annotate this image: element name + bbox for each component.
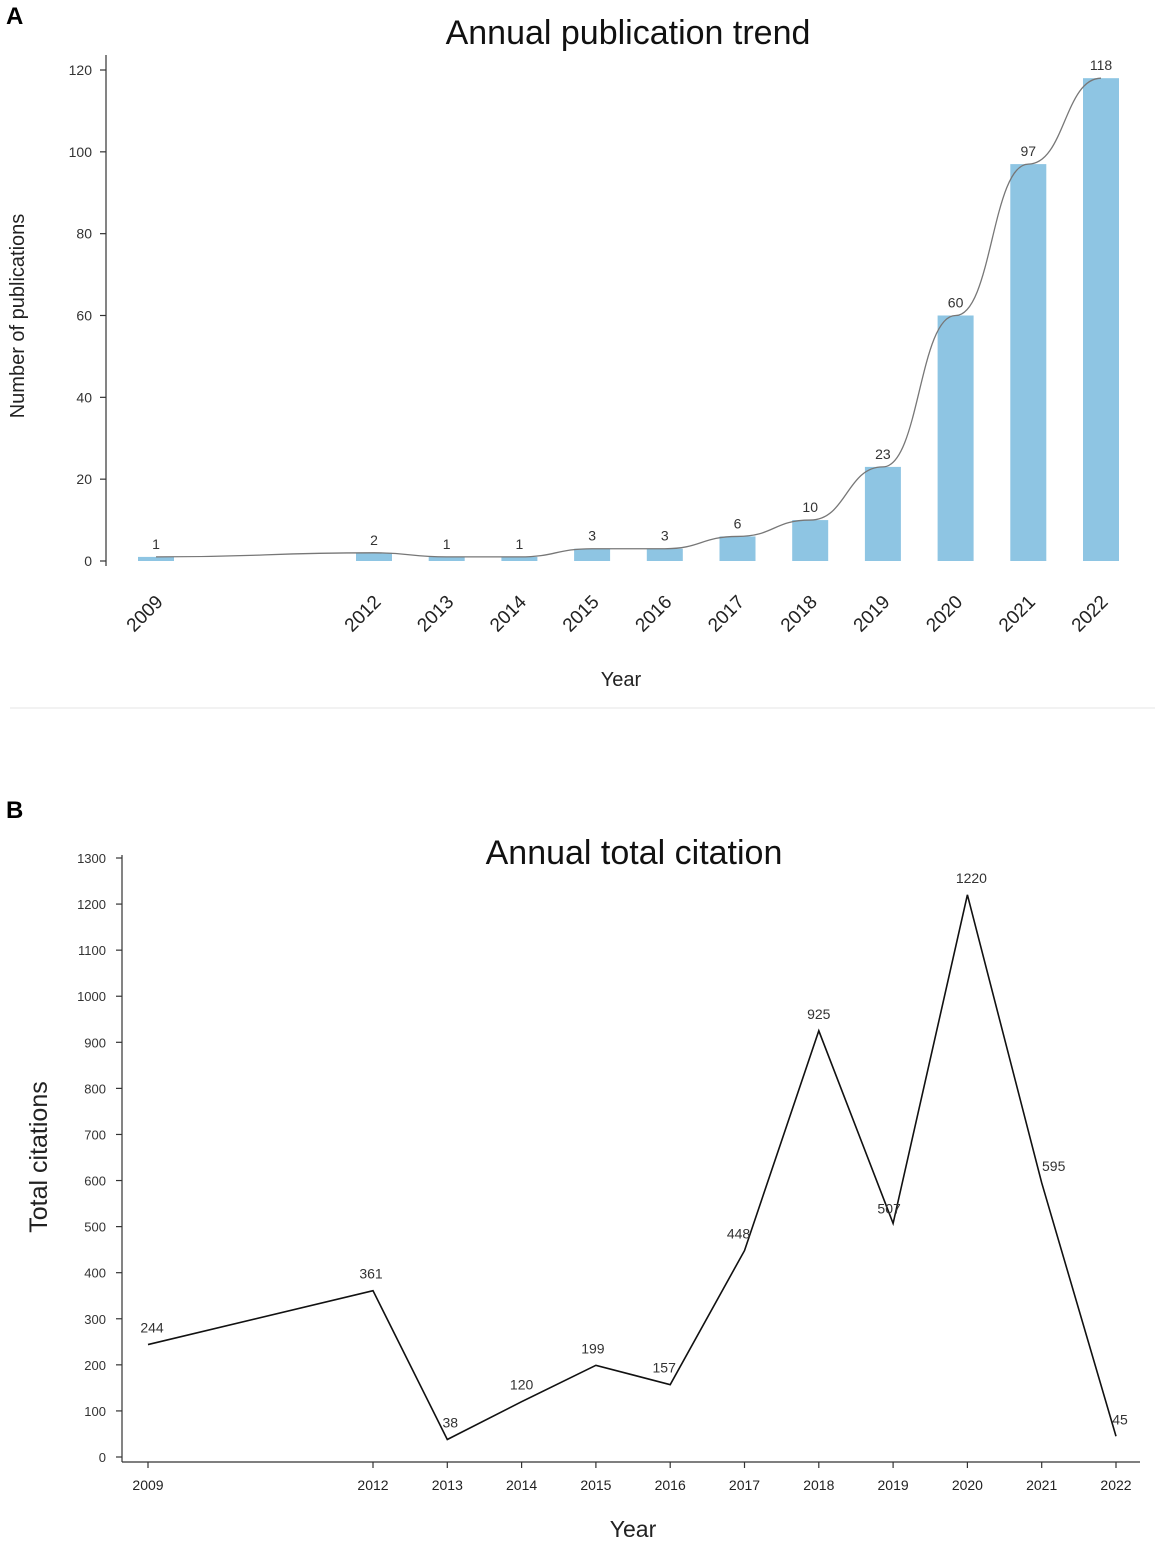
chart-b-plot: 0 100 200 300 400 500 600 700 800 900 1000 1100 1200… — [77, 851, 1132, 1493]
chart-a-bar — [646, 548, 683, 561]
chart-b-ytick-label: 800 — [84, 1081, 106, 1096]
chart-a-bar — [501, 556, 538, 561]
chart-b-ytick-label: 0 — [99, 1450, 106, 1465]
chart-a-data-label: 1 — [516, 536, 524, 552]
chart-a-data-label: 1 — [443, 536, 451, 552]
chart-b-xtick-label: 2020 — [952, 1477, 983, 1493]
chart-a-data-label: 6 — [734, 515, 742, 531]
chart-a-xtick-label: 2013 — [413, 592, 458, 637]
chart-b-series-line — [147, 894, 1117, 1441]
chart-b-xlabel: Year — [610, 1516, 657, 1542]
chart-a-xtick-label: 2018 — [777, 592, 822, 637]
chart-b-xtick-label: 2016 — [655, 1477, 686, 1493]
chart-b-ytick-label: 900 — [84, 1035, 106, 1050]
chart-a-bar — [356, 552, 392, 561]
chart-a-data-label: 3 — [661, 528, 669, 544]
chart-a-xtick-label: 2015 — [559, 592, 604, 637]
chart-b-xtick-label: 2018 — [803, 1477, 834, 1493]
chart-b-xtick-label: 2022 — [1100, 1477, 1131, 1493]
chart-a-xtick-label: 2014 — [486, 591, 531, 636]
chart-a-bar — [1083, 78, 1119, 561]
chart-b-data-label: 507 — [877, 1200, 901, 1216]
chart-a-xtick-label: 2017 — [704, 592, 749, 637]
chart-a-ylabel: Number of publications — [7, 214, 29, 419]
chart-b-data-label: 361 — [359, 1266, 383, 1282]
chart-b-ytick-label: 500 — [84, 1220, 106, 1235]
chart-a-xtick-label: 2019 — [850, 592, 895, 637]
chart-a-data-label: 23 — [875, 446, 891, 462]
chart-a-data-label: 97 — [1021, 143, 1037, 159]
chart-b-ytick-label: 200 — [84, 1358, 106, 1373]
chart-b-ytick-label: 100 — [84, 1404, 106, 1419]
chart-a-xlabel: Year — [601, 669, 642, 691]
chart-a-data-label: 118 — [1090, 57, 1113, 73]
chart-a-bar — [937, 315, 974, 561]
chart-a-bar — [574, 548, 611, 561]
chart-b-data-label: 120 — [510, 1377, 534, 1393]
chart-b-title: Annual total citation — [486, 834, 783, 872]
chart-b-ytick-label: 1200 — [77, 897, 106, 912]
chart-b-data-label: 244 — [140, 1320, 164, 1336]
panel-a-letter: A — [6, 3, 23, 30]
chart-a-ytick-label: 60 — [76, 308, 92, 324]
chart-a-ytick-label: 100 — [69, 144, 93, 160]
chart-b-data-label: 157 — [653, 1360, 677, 1376]
chart-a-bar — [138, 556, 174, 561]
chart-a-ytick-label: 20 — [76, 471, 92, 487]
chart-b-ylabel: Total citations — [25, 1081, 53, 1232]
chart-a-ytick-label: 120 — [69, 62, 93, 78]
chart-a-ytick-label: 80 — [76, 226, 92, 242]
chart-b-xtick-label: 2009 — [132, 1477, 163, 1493]
chart-a-data-label: 1 — [152, 536, 160, 552]
chart-a-bar — [864, 466, 901, 561]
chart-a-data-label: 3 — [588, 528, 596, 544]
chart-b-data-label: 199 — [581, 1340, 605, 1356]
chart-a-xtick-label: 2012 — [341, 592, 386, 637]
chart-a-data-label: 10 — [802, 499, 818, 515]
chart-a-bar — [1010, 164, 1047, 561]
chart-b-ytick-label: 300 — [84, 1312, 106, 1327]
chart-b-xtick-label: 2012 — [357, 1477, 388, 1493]
chart-a-trend-line — [155, 77, 1102, 558]
chart-a-bar — [792, 520, 829, 561]
chart-a-xtick-label: 2009 — [123, 592, 168, 637]
chart-b-ytick-label: 1000 — [77, 989, 106, 1004]
chart-a-plot: 0 20 40 60 80 100 120 1 2009 2 2012 1 2013 1 2014 3 2015… — [69, 57, 1119, 636]
chart-a-xtick-label: 2021 — [995, 592, 1040, 637]
chart-a-xtick-label: 2022 — [1068, 592, 1113, 637]
chart-b-ytick-label: 1100 — [78, 943, 106, 958]
chart-b-xtick-label: 2014 — [506, 1477, 537, 1493]
chart-b-data-label: 595 — [1042, 1158, 1066, 1174]
chart-b-data-label: 925 — [807, 1006, 831, 1022]
chart-b-data-label: 45 — [1112, 1411, 1128, 1427]
chart-b-data-label: 38 — [443, 1414, 459, 1430]
chart-a-title: Annual publication trend — [446, 14, 811, 52]
chart-b-ytick-label: 400 — [84, 1266, 106, 1281]
chart-a-xtick-label: 2016 — [632, 592, 677, 637]
chart-a-bar — [719, 536, 756, 561]
chart-a-ytick-label: 40 — [76, 389, 92, 405]
chart-a-data-label: 2 — [370, 532, 378, 548]
chart-b-xtick-label: 2017 — [729, 1477, 760, 1493]
panel-b-letter: B — [6, 797, 23, 824]
chart-b-xtick-label: 2019 — [878, 1477, 909, 1493]
chart-b-ytick-label: 600 — [84, 1174, 106, 1189]
chart-b-xtick-label: 2021 — [1026, 1477, 1057, 1493]
chart-a-xtick-label: 2020 — [922, 592, 967, 637]
chart-b-ytick-label: 700 — [84, 1127, 106, 1142]
chart-b-xtick-label: 2015 — [580, 1477, 611, 1493]
chart-a-bar — [428, 556, 465, 561]
chart-b-data-label: 448 — [727, 1226, 751, 1242]
chart-b-xtick-label: 2013 — [432, 1477, 463, 1493]
chart-b-ytick-label: 1300 — [77, 851, 106, 866]
chart-b-data-label: 1220 — [956, 870, 987, 886]
chart-a-ytick-label: 0 — [84, 553, 92, 569]
chart-a-data-label: 60 — [948, 295, 964, 311]
